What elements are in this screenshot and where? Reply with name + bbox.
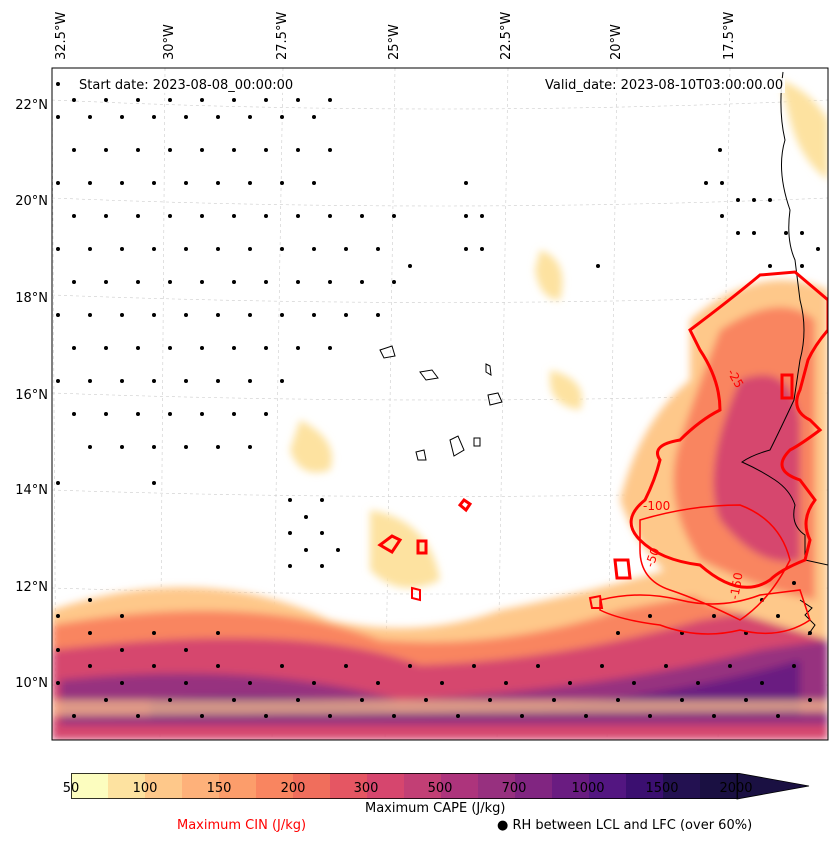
colorbar-tick: 1000: [571, 781, 605, 796]
colorbar-tick: 50: [62, 781, 80, 796]
colorbar-segment: [182, 773, 220, 799]
start-date: Start date: 2023-08-08_00:00:00: [77, 78, 296, 93]
cin-label-150: -150: [727, 571, 746, 600]
lon-label: 20°W: [609, 24, 624, 60]
colorbar-segment: [478, 773, 516, 799]
rh-stipple: [56, 82, 820, 718]
lon-label: 30°W: [162, 24, 177, 60]
rh-legend-label: ● RH between LCL and LFC (over 60%): [497, 818, 753, 833]
colorbar-segment: [663, 773, 701, 799]
lat-label: 16°N: [15, 388, 48, 403]
lon-label: 17.5°W: [722, 11, 737, 60]
cin-contours: [377, 270, 828, 635]
cape-field: [52, 80, 828, 740]
colorbar-segment: [404, 773, 442, 799]
colorbar-segment: [219, 773, 257, 799]
colorbar-tick: 700: [501, 781, 527, 796]
colorbar-extend-arrow: [736, 773, 810, 800]
colorbar-segment: [145, 773, 183, 799]
cin-legend-label: Maximum CIN (J/kg): [177, 818, 307, 833]
colorbar-tick: 100: [132, 781, 158, 796]
lat-label: 18°N: [15, 291, 48, 306]
colorbar-segment: [108, 773, 146, 799]
cin-label-100: -100: [643, 499, 670, 513]
lon-label: 22.5°W: [499, 11, 514, 60]
colorbar-label: Maximum CAPE (J/kg): [365, 801, 506, 816]
colorbar-segment: [700, 773, 738, 799]
valid-date: Valid_date: 2023-08-10T03:00:00.00: [543, 78, 786, 93]
lat-label: 12°N: [15, 580, 48, 595]
lon-label: 27.5°W: [275, 11, 290, 60]
colorbar-segment: [552, 773, 590, 799]
colorbar-segment: [441, 773, 479, 799]
lat-label: 22°N: [15, 98, 48, 113]
lat-label: 10°N: [15, 676, 48, 691]
colorbar-tick: 150: [206, 781, 232, 796]
colorbar-tick: 200: [280, 781, 306, 796]
colorbar-tick: 1500: [645, 781, 679, 796]
colorbar-frame: [71, 773, 738, 799]
colorbar-segment: [515, 773, 553, 799]
colorbar-segment: [256, 773, 294, 799]
colorbar-segment: [589, 773, 627, 799]
colorbar-tick: 300: [353, 781, 379, 796]
lat-label: 14°N: [15, 483, 48, 498]
colorbar-tick: 500: [427, 781, 453, 796]
lat-label: 20°N: [15, 194, 48, 209]
cin-label-50: -50: [643, 546, 663, 569]
cape-colorbar: [71, 773, 810, 800]
colorbar-segment: [367, 773, 405, 799]
colorbar-segment: [330, 773, 368, 799]
map-frame: [51, 67, 829, 741]
lon-label: 32.5°W: [54, 11, 69, 60]
colorbar-segment: [626, 773, 664, 799]
lon-label: 25°W: [387, 24, 402, 60]
colorbar-segment: [71, 773, 109, 799]
colorbar-segment: [293, 773, 331, 799]
coastlines: [379, 71, 828, 636]
colorbar-tick: 2000: [719, 781, 753, 796]
